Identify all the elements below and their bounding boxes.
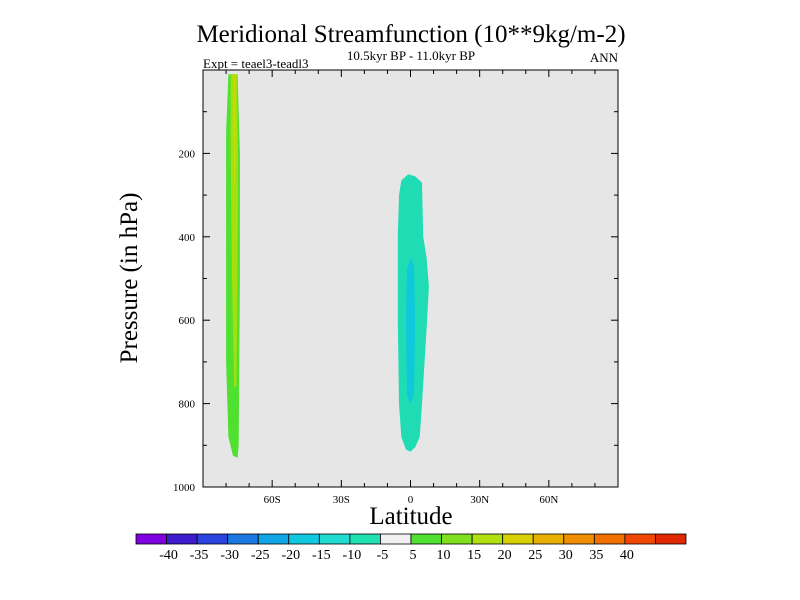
colorbar-swatch — [410, 533, 442, 545]
x-tick-label: 30S — [333, 494, 350, 506]
colorbar-swatch — [227, 533, 259, 545]
contour-regions — [226, 74, 429, 458]
colorbar-label: -25 — [251, 548, 270, 563]
colorbar-label: -35 — [190, 548, 209, 563]
y-tick-label: 800 — [179, 399, 196, 411]
colorbar-swatch — [563, 533, 595, 545]
colorbar-label: 40 — [620, 548, 634, 563]
colorbar-swatch — [593, 533, 626, 545]
colorbar-label: -10 — [343, 548, 362, 563]
colorbar-label: 15 — [467, 548, 481, 563]
sh-cell-middle — [230, 74, 238, 387]
colorbar-swatch — [532, 533, 565, 545]
colorbar-swatch — [655, 533, 687, 545]
x-axis: 60S 30S 0 30N 60N — [202, 70, 619, 506]
sh-cell-core — [233, 74, 237, 196]
colorbar-swatch — [196, 533, 229, 545]
colorbar-label: 20 — [498, 548, 512, 563]
colorbar-label: 35 — [589, 548, 603, 563]
colorbar: -40 -35 -30 -25 -20 -15 -10 -5 5 10 15 20 25 30 35 40 — [135, 533, 687, 563]
y-tick-label: 600 — [179, 315, 196, 327]
x-axis-label: Latitude — [369, 503, 452, 530]
y-tick-label: 200 — [179, 148, 196, 160]
y-axis-label: Pressure (in hPa) — [116, 193, 143, 364]
colorbar-swatch — [471, 533, 504, 545]
colorbar-swatch — [166, 533, 198, 545]
colorbar-label: 10 — [437, 548, 451, 563]
colorbar-swatch — [624, 533, 656, 545]
colorbar-label: 5 — [410, 548, 417, 563]
eq-cell-core — [405, 257, 416, 404]
colorbar-swatch — [318, 533, 351, 545]
colorbar-label: -20 — [281, 548, 300, 563]
y-tick-label: 1000 — [173, 482, 196, 494]
colorbar-swatch — [502, 533, 534, 545]
x-tick-label: 60S — [264, 494, 281, 506]
x-tick-label: 60N — [539, 494, 558, 506]
colorbar-swatch — [135, 533, 167, 545]
chart-subtitle: 10.5kyr BP - 11.0kyr BP — [347, 48, 475, 63]
colorbar-label: -30 — [220, 548, 239, 563]
x-tick-label: 30N — [470, 494, 489, 506]
y-tick-label: 400 — [179, 232, 196, 244]
colorbar-swatch — [441, 533, 473, 545]
colorbar-label: -40 — [159, 548, 178, 563]
chart-title: Meridional Streamfunction (10**9kg/m-2) — [196, 21, 625, 48]
colorbar-label: -5 — [377, 548, 389, 563]
colorbar-swatch — [288, 533, 320, 545]
colorbar-label: 30 — [559, 548, 573, 563]
colorbar-label: 25 — [528, 548, 542, 563]
experiment-label: Expt = teael3-teadl3 — [203, 56, 309, 71]
x-tick-label: 0 — [408, 494, 414, 506]
colorbar-swatch — [257, 533, 290, 545]
colorbar-label: -15 — [312, 548, 331, 563]
colorbar-swatch — [380, 533, 412, 545]
season-label: ANN — [590, 50, 619, 65]
colorbar-swatch — [349, 533, 381, 545]
y-axis: 200 400 600 800 1000 — [173, 111, 618, 494]
